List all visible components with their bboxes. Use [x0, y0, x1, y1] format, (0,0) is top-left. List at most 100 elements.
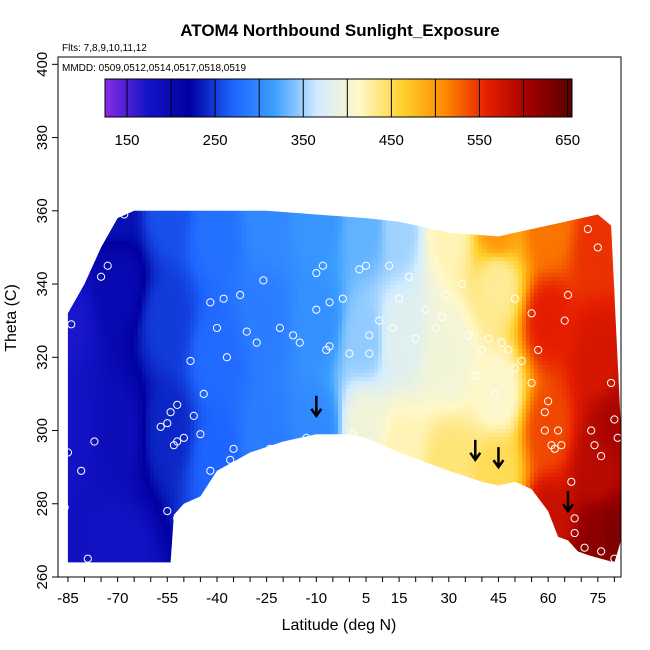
heatmap-cell: [130, 189, 135, 194]
heatmap-cell: [146, 177, 151, 182]
heatmap-cell: [102, 121, 107, 126]
heatmap-cell: [194, 225, 199, 230]
heatmap-cell: [130, 357, 135, 362]
heatmap-cell: [198, 165, 203, 170]
heatmap-cell: [190, 381, 195, 386]
heatmap-cell: [202, 501, 207, 506]
heatmap-cell: [142, 210, 147, 214]
heatmap-cell: [66, 105, 71, 110]
heatmap-cell: [158, 445, 163, 450]
heatmap-cell: [146, 453, 151, 458]
heatmap-cell: [94, 401, 99, 406]
heatmap-cell: [78, 109, 83, 114]
heatmap-cell: [126, 545, 131, 550]
heatmap-cell: [138, 521, 143, 526]
heatmap-cell: [206, 509, 211, 514]
heatmap-cell: [162, 365, 167, 370]
heatmap-cell: [90, 165, 95, 170]
heatmap-cell: [174, 265, 179, 270]
heatmap-cell: [94, 433, 99, 438]
heatmap-cell: [90, 221, 95, 226]
heatmap-cell: [134, 517, 139, 522]
heatmap-cell: [86, 541, 91, 546]
heatmap-cell: [74, 445, 79, 450]
heatmap-cell: [130, 349, 135, 354]
heatmap-cell: [74, 169, 79, 174]
heatmap-cell: [170, 417, 175, 422]
heatmap-cell: [90, 229, 95, 234]
heatmap-cell: [150, 265, 155, 270]
heatmap-cell: [82, 201, 87, 206]
heatmap-cell: [134, 525, 139, 530]
heatmap-cell: [182, 541, 187, 546]
heatmap-cell: [190, 169, 195, 174]
heatmap-cell: [138, 405, 143, 410]
heatmap-cell: [106, 185, 111, 190]
heatmap-cell: [90, 241, 95, 246]
heatmap-cell: [130, 565, 135, 570]
heatmap-cell: [166, 173, 171, 178]
heatmap-cell: [94, 185, 99, 190]
heatmap-cell: [58, 149, 63, 154]
heatmap-cell: [150, 433, 155, 438]
heatmap-cell: [110, 389, 115, 394]
heatmap-cell: [166, 125, 171, 130]
heatmap-cell: [106, 153, 111, 158]
heatmap-cell: [102, 413, 107, 418]
heatmap-cell: [138, 369, 143, 374]
heatmap-cell: [202, 345, 207, 350]
heatmap-cell: [74, 229, 79, 234]
heatmap-cell: [102, 193, 107, 198]
heatmap-cell: [162, 145, 167, 150]
heatmap-cell: [102, 141, 107, 146]
heatmap-cell: [110, 521, 115, 526]
heatmap-cell: [178, 137, 183, 142]
heatmap-cell: [106, 137, 111, 142]
heatmap-cell: [62, 425, 67, 430]
heatmap-cell: [122, 461, 127, 466]
heatmap-cell: [102, 257, 107, 262]
heatmap-cell: [74, 269, 79, 274]
heatmap-cell: [86, 210, 91, 214]
heatmap-cell: [78, 165, 83, 170]
heatmap-cell: [186, 389, 191, 394]
heatmap-cell: [146, 353, 151, 358]
heatmap-cell: [114, 353, 119, 358]
heatmap-cell: [70, 353, 75, 358]
heatmap-cell: [126, 413, 131, 418]
heatmap-cell: [190, 273, 195, 278]
heatmap-cell: [186, 145, 191, 150]
heatmap-cell: [90, 281, 95, 286]
heatmap-cell: [110, 537, 115, 542]
heatmap-cell: [126, 529, 131, 534]
heatmap-cell: [70, 329, 75, 334]
heatmap-cell: [122, 401, 127, 406]
chart-title: ATOM4 Northbound Sunlight_Exposure: [180, 21, 500, 40]
heatmap-cell: [126, 265, 131, 270]
heatmap-cell: [110, 541, 115, 546]
heatmap-cell: [146, 345, 151, 350]
heatmap-cell: [190, 277, 195, 282]
heatmap-cell: [86, 405, 91, 410]
heatmap-cell: [178, 225, 183, 230]
heatmap-field: [58, 105, 621, 570]
heatmap-cell: [134, 309, 139, 314]
heatmap-cell: [62, 493, 67, 498]
heatmap-cell: [206, 529, 211, 534]
heatmap-cell: [174, 397, 179, 402]
heatmap-cell: [67, 337, 71, 342]
heatmap-cell: [202, 389, 207, 394]
heatmap-cell: [102, 445, 107, 450]
heatmap-cell: [126, 393, 131, 398]
heatmap-cell: [86, 313, 91, 318]
heatmap-cell: [82, 477, 87, 482]
heatmap-cell: [67, 529, 71, 534]
heatmap-cell: [126, 189, 131, 194]
heatmap-cell: [102, 217, 107, 222]
heatmap-cell: [198, 397, 203, 402]
heatmap-cell: [70, 469, 75, 474]
heatmap-cell: [74, 429, 79, 434]
heatmap-cell: [198, 265, 203, 270]
heatmap-cell: [206, 161, 211, 166]
heatmap-cell: [58, 253, 63, 258]
